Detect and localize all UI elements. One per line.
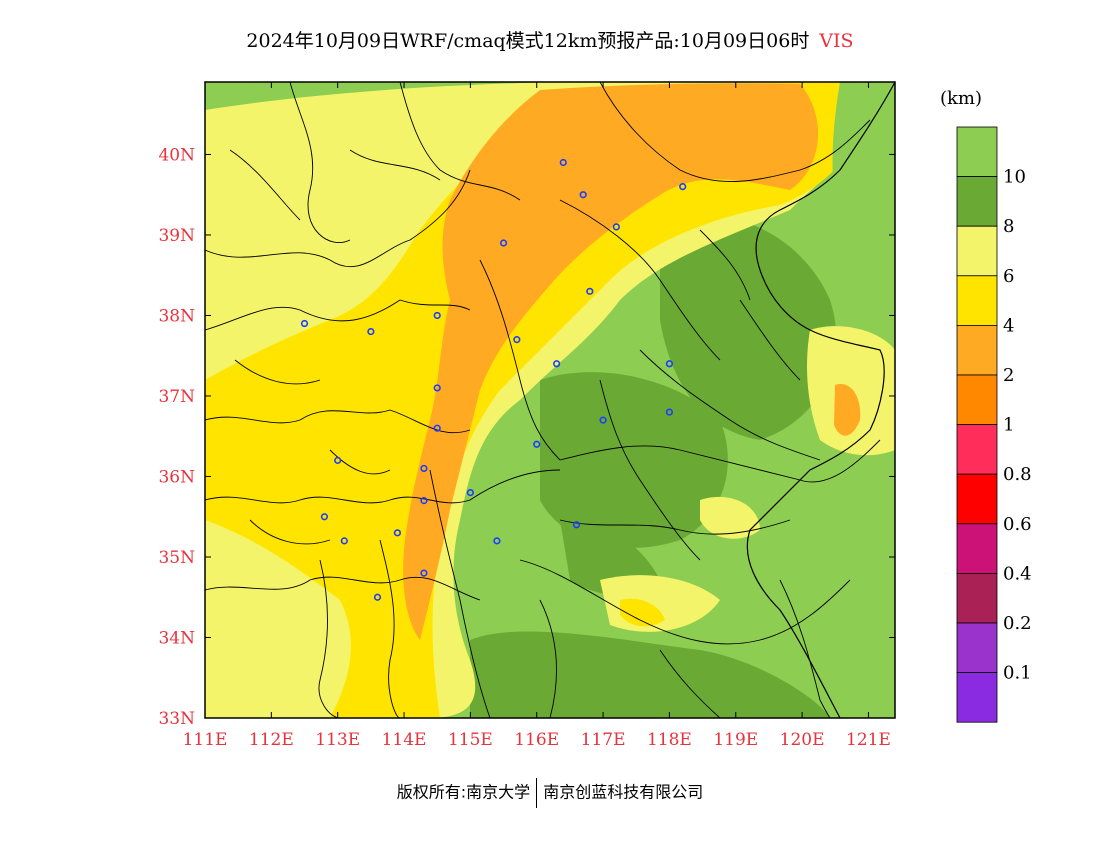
- city-marker: [679, 183, 687, 191]
- legend-label: 0.2: [1003, 613, 1032, 634]
- y-tick-label: 33N: [158, 709, 195, 729]
- map-frame: [204, 81, 896, 719]
- city-marker: [665, 360, 674, 368]
- city-marker: [586, 287, 594, 295]
- city-marker: [433, 384, 441, 392]
- city-marker: [420, 569, 428, 577]
- footer: 版权所有:南京大学 南京创蓝科技有限公司: [0, 778, 1100, 808]
- legend-swatch: [956, 424, 998, 475]
- city-marker: [499, 239, 508, 247]
- legend-swatch: [956, 176, 998, 227]
- legend-label: 1: [1003, 415, 1014, 436]
- city-marker: [420, 497, 428, 505]
- x-tick-label: 120E: [780, 730, 825, 750]
- city-marker: [433, 311, 441, 320]
- city-marker: [572, 521, 581, 529]
- legend-swatch: [956, 622, 998, 673]
- city-marker: [300, 319, 309, 328]
- legend-swatch: [956, 126, 998, 177]
- legend-label: 2: [1003, 365, 1014, 386]
- legend-swatch: [956, 275, 998, 326]
- variable-label: VIS: [819, 30, 854, 52]
- legend-label: 0.4: [1003, 563, 1032, 584]
- city-marker: [559, 158, 567, 167]
- legend-label: 8: [1003, 216, 1014, 237]
- y-tick-label: 34N: [158, 628, 195, 648]
- y-tick-label: 36N: [158, 467, 195, 487]
- y-tick-label: 37N: [158, 387, 195, 407]
- visibility-field: [205, 82, 895, 718]
- legend-swatch: [956, 573, 998, 624]
- coastline: [746, 82, 895, 718]
- city-marker: [393, 529, 402, 537]
- y-tick-label: 35N: [158, 548, 195, 568]
- legend-swatch: [956, 523, 998, 574]
- city-marker: [340, 537, 348, 545]
- legend-swatch: [956, 225, 998, 277]
- y-tick-label: 38N: [158, 306, 195, 326]
- y-tick-label: 40N: [158, 145, 195, 165]
- city-marker: [533, 440, 541, 448]
- copyright-left: 版权所有:南京大学: [396, 782, 531, 802]
- legend-swatch: [956, 374, 998, 425]
- x-tick-label: 112E: [249, 730, 294, 750]
- x-tick-label: 118E: [647, 730, 692, 750]
- city-marker: [599, 416, 607, 424]
- x-tick-label: 121E: [846, 730, 891, 750]
- city-marker: [513, 336, 521, 344]
- axes: 111E 112E 113E 114E 115E 116E 117E 118E 119E 120E…: [158, 82, 895, 750]
- footer-separator: [536, 778, 538, 808]
- city-marker: [367, 327, 375, 336]
- x-tick-label: 114E: [382, 730, 427, 750]
- city-marker: [553, 360, 561, 368]
- title-text: 2024年10月09日WRF/cmaq模式12km预报产品:10月09日06时: [246, 30, 810, 52]
- legend-swatch: [956, 672, 998, 723]
- x-tick-label: 111E: [183, 730, 228, 750]
- x-tick-label: 117E: [581, 730, 626, 750]
- city-marker: [433, 424, 441, 432]
- legend-label: 0.1: [1003, 663, 1032, 684]
- city-marker: [665, 408, 674, 416]
- city-markers: [300, 158, 687, 601]
- city-marker: [612, 223, 620, 231]
- legend-label: 6: [1003, 266, 1014, 287]
- y-tick-label: 39N: [158, 226, 195, 246]
- legend-label: 4: [1003, 315, 1014, 336]
- city-marker: [493, 537, 501, 545]
- city-marker: [466, 488, 474, 497]
- legend-swatch: [956, 324, 998, 376]
- copyright-right: 南京创蓝科技有限公司: [543, 782, 704, 802]
- legend-label: 0.8: [1003, 464, 1032, 485]
- legend-swatch: [956, 473, 998, 525]
- legend: 10 8 6 4 2 1 0.8 0.6 0.4 0.2 0.1: [956, 126, 1032, 723]
- x-tick-label: 115E: [448, 730, 493, 750]
- x-tick-label: 119E: [713, 730, 758, 750]
- x-tick-label: 113E: [315, 730, 360, 750]
- chart-title: 2024年10月09日WRF/cmaq模式12km预报产品:10月09日06时 V…: [0, 26, 1100, 53]
- legend-label: 0.6: [1003, 514, 1032, 535]
- city-marker: [373, 593, 382, 601]
- boundaries: [205, 82, 881, 718]
- x-tick-label: 116E: [514, 730, 559, 750]
- legend-unit: (km): [940, 88, 983, 109]
- city-marker: [320, 513, 329, 521]
- city-marker: [579, 191, 587, 199]
- legend-label: 10: [1003, 167, 1026, 188]
- city-marker: [334, 456, 342, 464]
- city-marker: [420, 464, 428, 473]
